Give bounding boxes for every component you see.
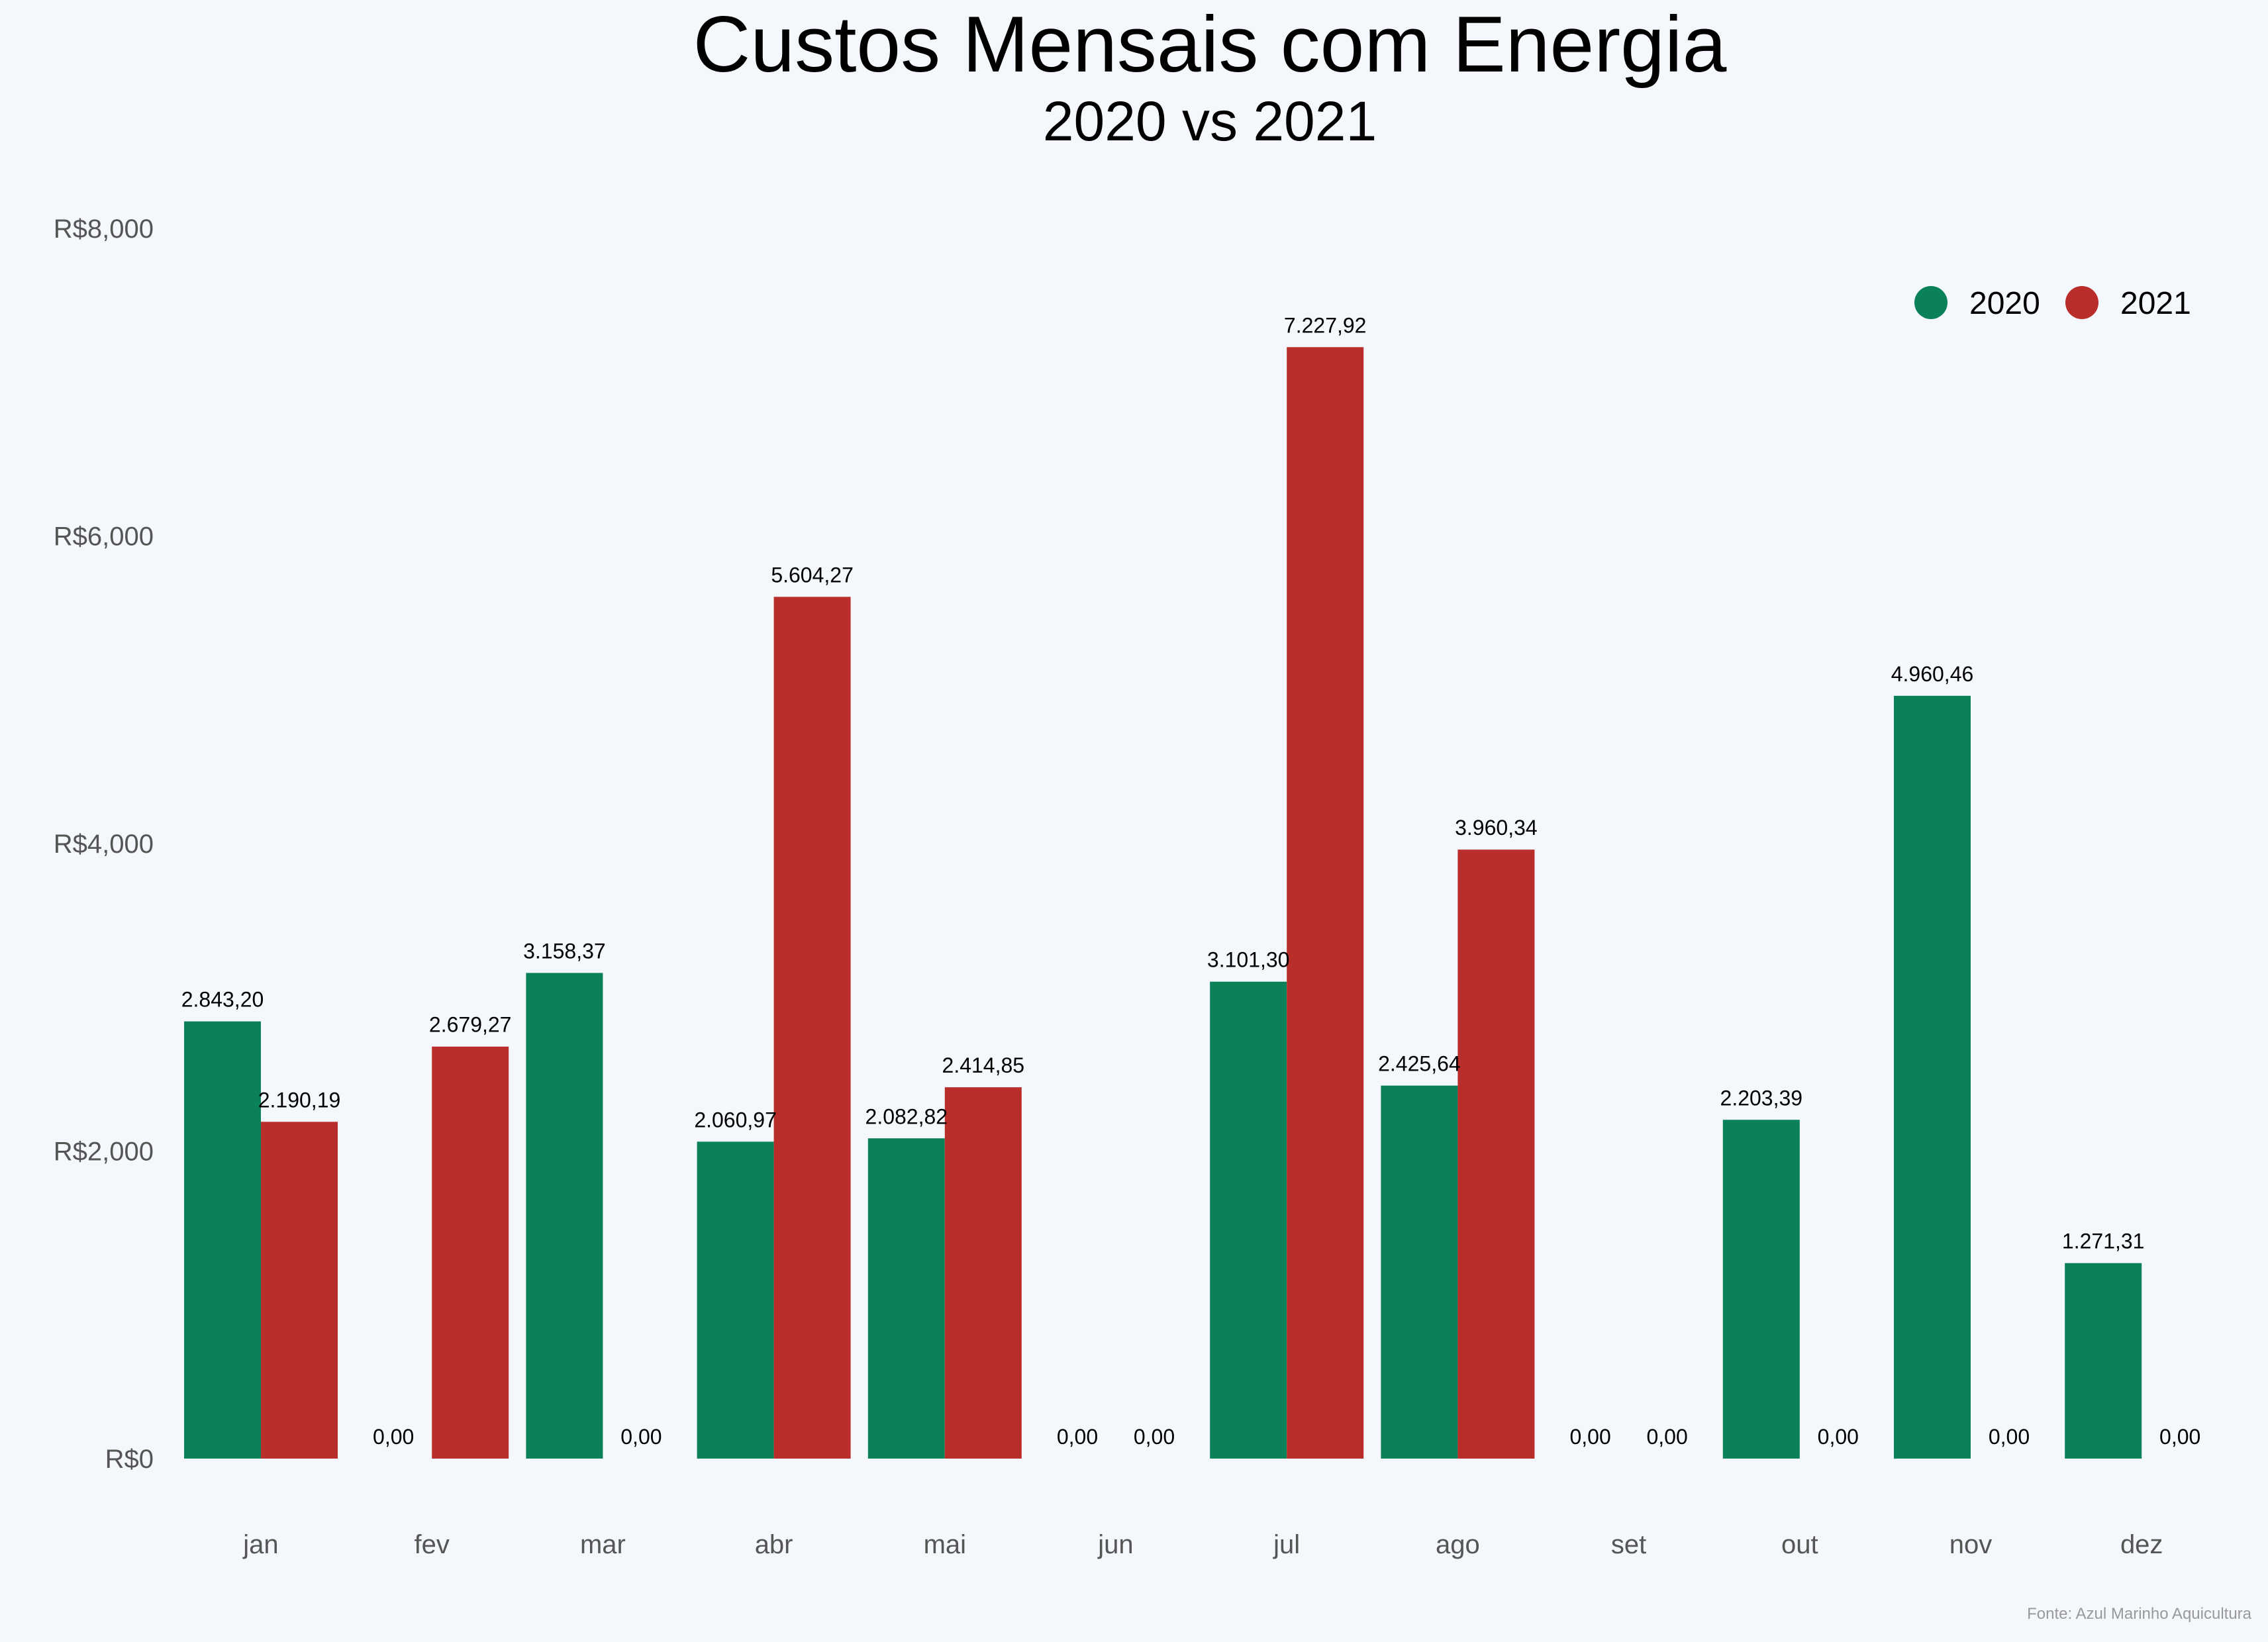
- bars: [184, 347, 2142, 1459]
- data-label: 2.843,20: [181, 988, 264, 1012]
- data-label: 2.203,39: [1720, 1086, 1803, 1110]
- data-label: 2.190,19: [258, 1088, 341, 1112]
- data-label: 3.101,30: [1207, 948, 1290, 972]
- data-label: 0,00: [1818, 1425, 1859, 1449]
- y-tick-label: R$2,000: [54, 1137, 154, 1167]
- x-tick-label: abr: [755, 1530, 793, 1559]
- y-tick-label: R$6,000: [54, 522, 154, 552]
- y-tick-label: R$4,000: [54, 830, 154, 859]
- source-note: Fonte: Azul Marinho Aquicultura: [2027, 1605, 2252, 1623]
- legend: 2020 2021: [1914, 286, 2191, 321]
- bar-2021-ago: [1457, 849, 1535, 1459]
- data-label: 2.414,85: [942, 1053, 1025, 1077]
- data-label: 1.271,31: [2062, 1230, 2145, 1253]
- y-tick-label: R$0: [105, 1445, 154, 1474]
- bar-2020-dez: [2065, 1263, 2142, 1459]
- x-tick-label: nov: [1949, 1530, 1993, 1559]
- data-label: 0,00: [1569, 1425, 1610, 1449]
- x-tick-label: jul: [1273, 1530, 1300, 1559]
- bar-2020-jan: [184, 1021, 261, 1459]
- bar-2020-abr: [697, 1141, 774, 1459]
- bar-2021-jul: [1287, 347, 1364, 1459]
- chart-title: Custos Mensais com Energia: [693, 0, 1727, 89]
- bar-2021-mai: [944, 1087, 1022, 1459]
- bar-2021-jan: [261, 1122, 338, 1459]
- data-label: 3.158,37: [523, 939, 606, 963]
- bar-2020-nov: [1894, 695, 1971, 1459]
- bar-2020-mar: [526, 973, 603, 1459]
- bar-2020-jul: [1210, 981, 1287, 1459]
- y-tick-label: R$8,000: [54, 215, 154, 244]
- bar-2021-fev: [432, 1046, 509, 1459]
- data-label: 7.227,92: [1284, 313, 1367, 337]
- x-tick-label: jun: [1097, 1530, 1133, 1559]
- data-labels: 2.843,20 0,00 3.158,37 2.060,97 2.082,82 0,00…: [181, 313, 2201, 1449]
- data-label: 0,00: [373, 1425, 414, 1449]
- x-tick-label: jan: [242, 1530, 278, 1559]
- data-label: 2.060,97: [694, 1108, 777, 1132]
- bar-2020-ago: [1381, 1085, 1458, 1459]
- x-axis: jan fev mar abr mai jun jul ago set out nov dez: [242, 1530, 2163, 1559]
- legend-label-2021: 2021: [2120, 286, 2191, 321]
- legend-marker-2020: [1914, 286, 1948, 319]
- x-tick-label: mar: [580, 1530, 626, 1559]
- data-label: 2.679,27: [429, 1013, 512, 1037]
- bar-2021-abr: [773, 597, 851, 1459]
- data-label: 0,00: [1057, 1425, 1098, 1449]
- x-tick-label: fev: [415, 1530, 450, 1559]
- data-label: 3.960,34: [1455, 816, 1538, 840]
- legend-label-2020: 2020: [1969, 286, 2040, 321]
- bar-2020-mai: [867, 1138, 945, 1459]
- data-label: 4.960,46: [1891, 662, 1974, 686]
- y-axis: R$0 R$2,000 R$4,000 R$6,000 R$8,000: [54, 215, 154, 1474]
- data-label: 0,00: [620, 1425, 662, 1449]
- legend-marker-2021: [2065, 286, 2098, 319]
- data-label: 0,00: [2159, 1425, 2200, 1449]
- x-tick-label: mai: [924, 1530, 966, 1559]
- data-label: 0,00: [1134, 1425, 1175, 1449]
- chart-subtitle: 2020 vs 2021: [1043, 90, 1377, 152]
- data-label: 2.082,82: [865, 1104, 948, 1128]
- bar-2020-out: [1722, 1120, 1800, 1459]
- data-label: 0,00: [1646, 1425, 1687, 1449]
- data-label: 0,00: [1989, 1425, 2030, 1449]
- x-tick-label: ago: [1436, 1530, 1480, 1559]
- x-tick-label: set: [1611, 1530, 1646, 1559]
- data-label: 2.425,64: [1378, 1052, 1461, 1076]
- data-label: 5.604,27: [771, 563, 854, 587]
- x-tick-label: out: [1781, 1530, 1818, 1559]
- x-tick-label: dez: [2120, 1530, 2163, 1559]
